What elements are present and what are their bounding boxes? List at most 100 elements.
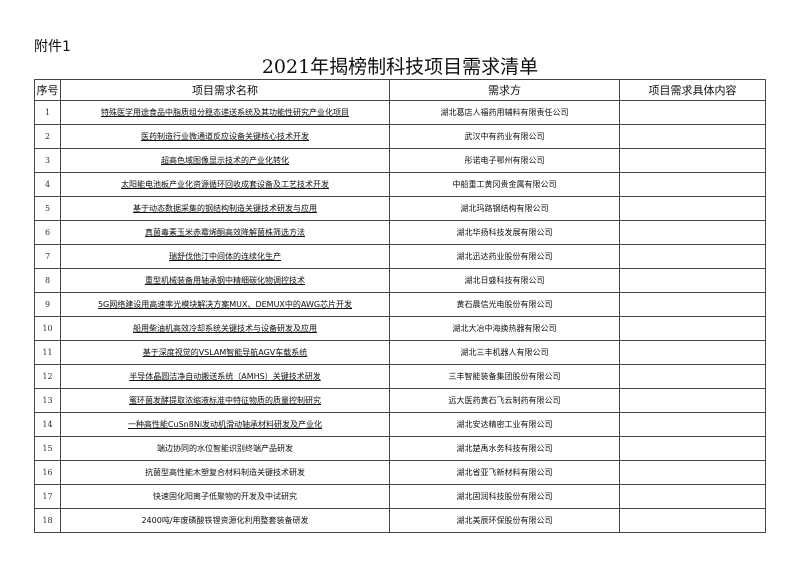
row-number: 3: [34, 148, 61, 173]
project-name[interactable]: 特殊医学用途食品中脂质组分稳态递送系统及其功能性研究产业化项目: [101, 108, 349, 117]
project-name[interactable]: 太阳能电池板产业化资源循环回收成套设备及工艺技术开发: [121, 180, 329, 189]
project-name-cell: 真菌毒素玉米赤霉烯酮高效降解菌株筛选方法: [60, 220, 390, 245]
header-content: 项目需求具体内容: [619, 79, 766, 101]
project-name[interactable]: 船用柴油机高效冷却系统关键技术与设备研发及应用: [133, 324, 317, 333]
project-content: [619, 100, 766, 125]
document-title: 2021年揭榜制科技项目需求清单: [261, 56, 539, 78]
project-name-cell: 快速固化阳离子低聚物的开发及中试研究: [60, 484, 390, 509]
project-name-cell: 抗菌型高性能木塑复合材料制造关键技术研发: [60, 460, 390, 485]
requester-party: 武汉中有药业有限公司: [389, 124, 620, 149]
table-row: 15 端边协同的水位智能识别终端产品研发 湖北楚禹水务科技有限公司: [34, 436, 766, 461]
header-party: 需求方: [389, 79, 620, 101]
project-content: [619, 172, 766, 197]
row-number: 8: [34, 268, 61, 293]
table-row: 4 太阳能电池板产业化资源循环回收成套设备及工艺技术开发 中船重工黄冈贵金属有限…: [34, 172, 766, 197]
project-name-cell: 基于深度视觉的VSLAM智能导航AGV车载系统: [60, 340, 390, 365]
project-content: [619, 340, 766, 365]
requester-party: 湖北迅达药业股份有限公司: [389, 244, 620, 269]
project-name-cell: 特殊医学用途食品中脂质组分稳态递送系统及其功能性研究产业化项目: [60, 100, 390, 125]
row-number: 16: [34, 460, 61, 485]
table-row: 11 基于深度视觉的VSLAM智能导航AGV车载系统 湖北三丰机器人有限公司: [34, 340, 766, 365]
project-name-cell: 医药制造行业微通道反应设备关键核心技术开发: [60, 124, 390, 149]
header-seq: 序号: [34, 79, 61, 101]
requester-party: 黄石晨信光电股份有限公司: [389, 292, 620, 317]
table-row: 12 半导体晶圆洁净自动搬送系统（AMHS）关键技术研发 三丰智能装备集团股份有…: [34, 364, 766, 389]
requester-party: 远大医药黄石飞云制药有限公司: [389, 388, 620, 413]
project-name[interactable]: 超高色域图像显示技术的产业化转化: [161, 156, 289, 165]
project-name[interactable]: 基于深度视觉的VSLAM智能导航AGV车载系统: [142, 348, 308, 357]
requester-party: 中船重工黄冈贵金属有限公司: [389, 172, 620, 197]
requester-party: 湖北省亚飞新材料有限公司: [389, 460, 620, 485]
project-name[interactable]: 重型机械装备用轴承钢中精细碳化物调控技术: [145, 276, 305, 285]
row-number: 7: [34, 244, 61, 269]
requester-party: 三丰智能装备集团股份有限公司: [389, 364, 620, 389]
table-row: 6 真菌毒素玉米赤霉烯酮高效降解菌株筛选方法 湖北华扬科技发展有限公司: [34, 220, 766, 245]
row-number: 17: [34, 484, 61, 509]
requester-party: 湖北楚禹水务科技有限公司: [389, 436, 620, 461]
requester-party: 湖北安达精密工业有限公司: [389, 412, 620, 437]
attachment-label: 附件1: [34, 39, 71, 55]
requester-party: 湖北固润科技股份有限公司: [389, 484, 620, 509]
table-row: 13 蜜环菌发酵提取浓缩液标准中特征物质的质量控制研究 远大医药黄石飞云制药有限…: [34, 388, 766, 413]
row-number: 15: [34, 436, 61, 461]
project-content: [619, 244, 766, 269]
table-row: 2 医药制造行业微通道反应设备关键核心技术开发 武汉中有药业有限公司: [34, 124, 766, 149]
row-number: 2: [34, 124, 61, 149]
requester-party: 湖北大冶中海换热器有限公司: [389, 316, 620, 341]
project-content: [619, 268, 766, 293]
table-row: 10 船用柴油机高效冷却系统关键技术与设备研发及应用 湖北大冶中海换热器有限公司: [34, 316, 766, 341]
project-name-cell: 基于动态数据采集的钢结构制造关键技术研发与应用: [60, 196, 390, 221]
project-name-cell: 船用柴油机高效冷却系统关键技术与设备研发及应用: [60, 316, 390, 341]
requester-party: 湖北三丰机器人有限公司: [389, 340, 620, 365]
table-row: 16 抗菌型高性能木塑复合材料制造关键技术研发 湖北省亚飞新材料有限公司: [34, 460, 766, 485]
table-row: 8 重型机械装备用轴承钢中精细碳化物调控技术 湖北日盛科技有限公司: [34, 268, 766, 293]
project-name[interactable]: 真菌毒素玉米赤霉烯酮高效降解菌株筛选方法: [145, 228, 305, 237]
project-name: 抗菌型高性能木塑复合材料制造关键技术研发: [145, 468, 305, 477]
table-row: 3 超高色域图像显示技术的产业化转化 彤诺电子鄂州有限公司: [34, 148, 766, 173]
project-name[interactable]: 蜜环菌发酵提取浓缩液标准中特征物质的质量控制研究: [129, 396, 321, 405]
row-number: 12: [34, 364, 61, 389]
table-header-row: 序号 项目需求名称 需求方 项目需求具体内容: [34, 79, 766, 101]
project-name[interactable]: 一种高性能CuSn8Ni发动机滑动轴承材料研发及产业化: [127, 420, 323, 429]
project-content: [619, 508, 766, 533]
row-number: 10: [34, 316, 61, 341]
project-name-cell: 蜜环菌发酵提取浓缩液标准中特征物质的质量控制研究: [60, 388, 390, 413]
requester-party: 湖北玛路钢结构有限公司: [389, 196, 620, 221]
header-name: 项目需求名称: [60, 79, 390, 101]
requester-party: 彤诺电子鄂州有限公司: [389, 148, 620, 173]
project-name: 快速固化阳离子低聚物的开发及中试研究: [153, 492, 297, 501]
project-name[interactable]: 瑞舒伐他汀中间体的连续化生产: [169, 252, 281, 261]
requester-party: 湖北美辰环保股份有限公司: [389, 508, 620, 533]
project-content: [619, 292, 766, 317]
project-name-cell: 端边协同的水位智能识别终端产品研发: [60, 436, 390, 461]
row-number: 11: [34, 340, 61, 365]
project-name[interactable]: 医药制造行业微通道反应设备关键核心技术开发: [141, 132, 309, 141]
table-row: 14 一种高性能CuSn8Ni发动机滑动轴承材料研发及产业化 湖北安达精密工业有…: [34, 412, 766, 437]
requester-party: 湖北日盛科技有限公司: [389, 268, 620, 293]
table-row: 9 5G网络建设用高速率光模块解决方案MUX、DEMUX中的AWG芯片开发 黄石…: [34, 292, 766, 317]
row-number: 1: [34, 100, 61, 125]
row-number: 14: [34, 412, 61, 437]
project-name[interactable]: 5G网络建设用高速率光模块解决方案MUX、DEMUX中的AWG芯片开发: [97, 300, 353, 309]
table-row: 7 瑞舒伐他汀中间体的连续化生产 湖北迅达药业股份有限公司: [34, 244, 766, 269]
row-number: 13: [34, 388, 61, 413]
project-name-cell: 瑞舒伐他汀中间体的连续化生产: [60, 244, 390, 269]
project-name[interactable]: 基于动态数据采集的钢结构制造关键技术研发与应用: [133, 204, 317, 213]
project-content: [619, 436, 766, 461]
table-row: 5 基于动态数据采集的钢结构制造关键技术研发与应用 湖北玛路钢结构有限公司: [34, 196, 766, 221]
row-number: 9: [34, 292, 61, 317]
project-name-cell: 半导体晶圆洁净自动搬送系统（AMHS）关键技术研发: [60, 364, 390, 389]
project-name: 2400吨/年废磷酸铁锂资源化利用整套装备研发: [141, 516, 309, 525]
project-name[interactable]: 半导体晶圆洁净自动搬送系统（AMHS）关键技术研发: [129, 372, 321, 381]
project-content: [619, 412, 766, 437]
project-content: [619, 124, 766, 149]
requirements-table: 序号 项目需求名称 需求方 项目需求具体内容 1 特殊医学用途食品中脂质组分稳态…: [34, 79, 766, 533]
project-content: [619, 148, 766, 173]
project-name-cell: 5G网络建设用高速率光模块解决方案MUX、DEMUX中的AWG芯片开发: [60, 292, 390, 317]
table-row: 1 特殊医学用途食品中脂质组分稳态递送系统及其功能性研究产业化项目 湖北葛店人福…: [34, 100, 766, 125]
row-number: 4: [34, 172, 61, 197]
row-number: 5: [34, 196, 61, 221]
project-content: [619, 220, 766, 245]
project-name: 端边协同的水位智能识别终端产品研发: [157, 444, 293, 453]
requester-party: 湖北华扬科技发展有限公司: [389, 220, 620, 245]
